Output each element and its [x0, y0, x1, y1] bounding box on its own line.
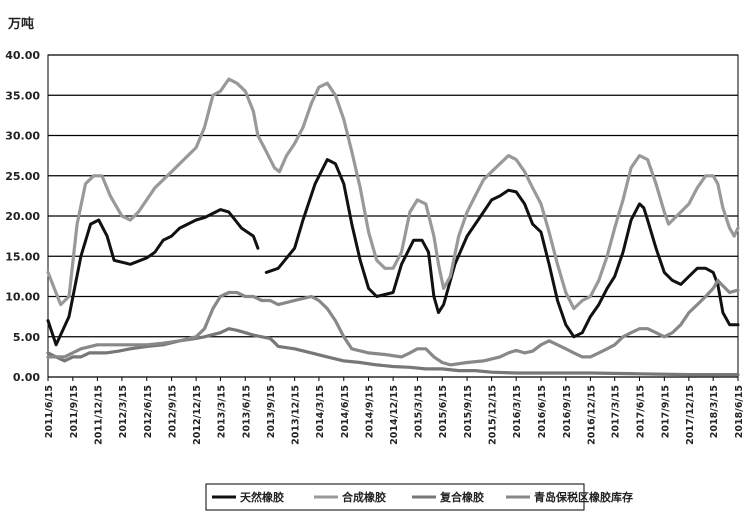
y-axis-ticks: 0.00 5.00 10.00 15.00 20.00 25.00 30.00 35.00 40…	[5, 49, 40, 384]
x-tick-label: 2013/3/15	[216, 385, 227, 438]
x-tick-label: 2016/6/15	[537, 385, 548, 438]
series-line	[264, 158, 740, 339]
x-tick-label: 2018/6/15	[734, 385, 745, 438]
x-tick-label: 2015/3/15	[413, 385, 424, 438]
unit-label: 万吨	[7, 16, 34, 32]
x-tick-label: 2016/9/15	[562, 385, 573, 438]
x-tick-label: 2012/6/15	[143, 385, 154, 438]
x-tick-label: 2014/3/15	[315, 385, 326, 438]
x-tick-label: 2015/9/15	[463, 385, 474, 438]
series-line	[46, 327, 740, 377]
x-tick-label: 2012/3/15	[118, 385, 129, 438]
series-line	[46, 208, 260, 347]
y-tick-label: 5.00	[13, 331, 40, 344]
x-tick-label: 2013/6/15	[241, 385, 252, 438]
y-tick-label: 15.00	[5, 250, 40, 263]
y-tick-label: 20.00	[5, 210, 40, 223]
x-tick-label: 2015/12/15	[488, 385, 499, 445]
x-tick-label: 2015/6/15	[438, 385, 449, 438]
y-tick-label: 25.00	[5, 170, 40, 183]
series-line	[46, 77, 740, 311]
legend-label: 复合橡胶	[439, 490, 484, 504]
x-tick-label: 2017/3/15	[611, 385, 622, 438]
y-tick-label: 0.00	[13, 371, 40, 384]
x-tick-label: 2011/12/15	[93, 385, 104, 445]
series-lines	[46, 77, 740, 377]
legend-label: 青岛保税区橡胶库存	[534, 490, 633, 504]
x-tick-label: 2017/12/15	[685, 385, 696, 445]
x-tick-label: 2017/9/15	[660, 385, 671, 438]
x-tick-label: 2016/12/15	[586, 385, 597, 445]
x-tick-label: 2011/6/15	[44, 385, 55, 438]
legend-label: 合成橡胶	[342, 490, 386, 504]
series-line	[46, 278, 740, 367]
x-tick-label: 2013/12/15	[291, 385, 302, 445]
x-axis-ticks: 2011/6/15 2011/9/15 2011/12/15 2012/3/15 201…	[44, 377, 745, 445]
x-tick-label: 2011/9/15	[69, 385, 80, 438]
x-tick-label: 2014/12/15	[389, 385, 400, 445]
x-tick-label: 2014/9/15	[365, 385, 376, 438]
y-tick-label: 10.00	[5, 291, 40, 304]
x-tick-label: 2012/12/15	[192, 385, 203, 445]
x-tick-label: 2018/3/15	[709, 385, 720, 438]
legend: 天然橡胶 合成橡胶 复合橡胶 青岛保税区橡胶库存	[205, 483, 633, 511]
y-tick-label: 40.00	[5, 49, 40, 62]
y-tick-label: 35.00	[5, 89, 40, 102]
x-tick-label: 2013/9/15	[266, 385, 277, 438]
x-tick-label: 2012/9/15	[168, 385, 179, 438]
legend-label: 天然橡胶	[240, 490, 284, 504]
x-tick-label: 2017/6/15	[636, 385, 647, 438]
y-tick-label: 30.00	[5, 130, 40, 143]
x-tick-label: 2016/3/15	[512, 385, 523, 438]
x-tick-label: 2014/6/15	[340, 385, 351, 438]
